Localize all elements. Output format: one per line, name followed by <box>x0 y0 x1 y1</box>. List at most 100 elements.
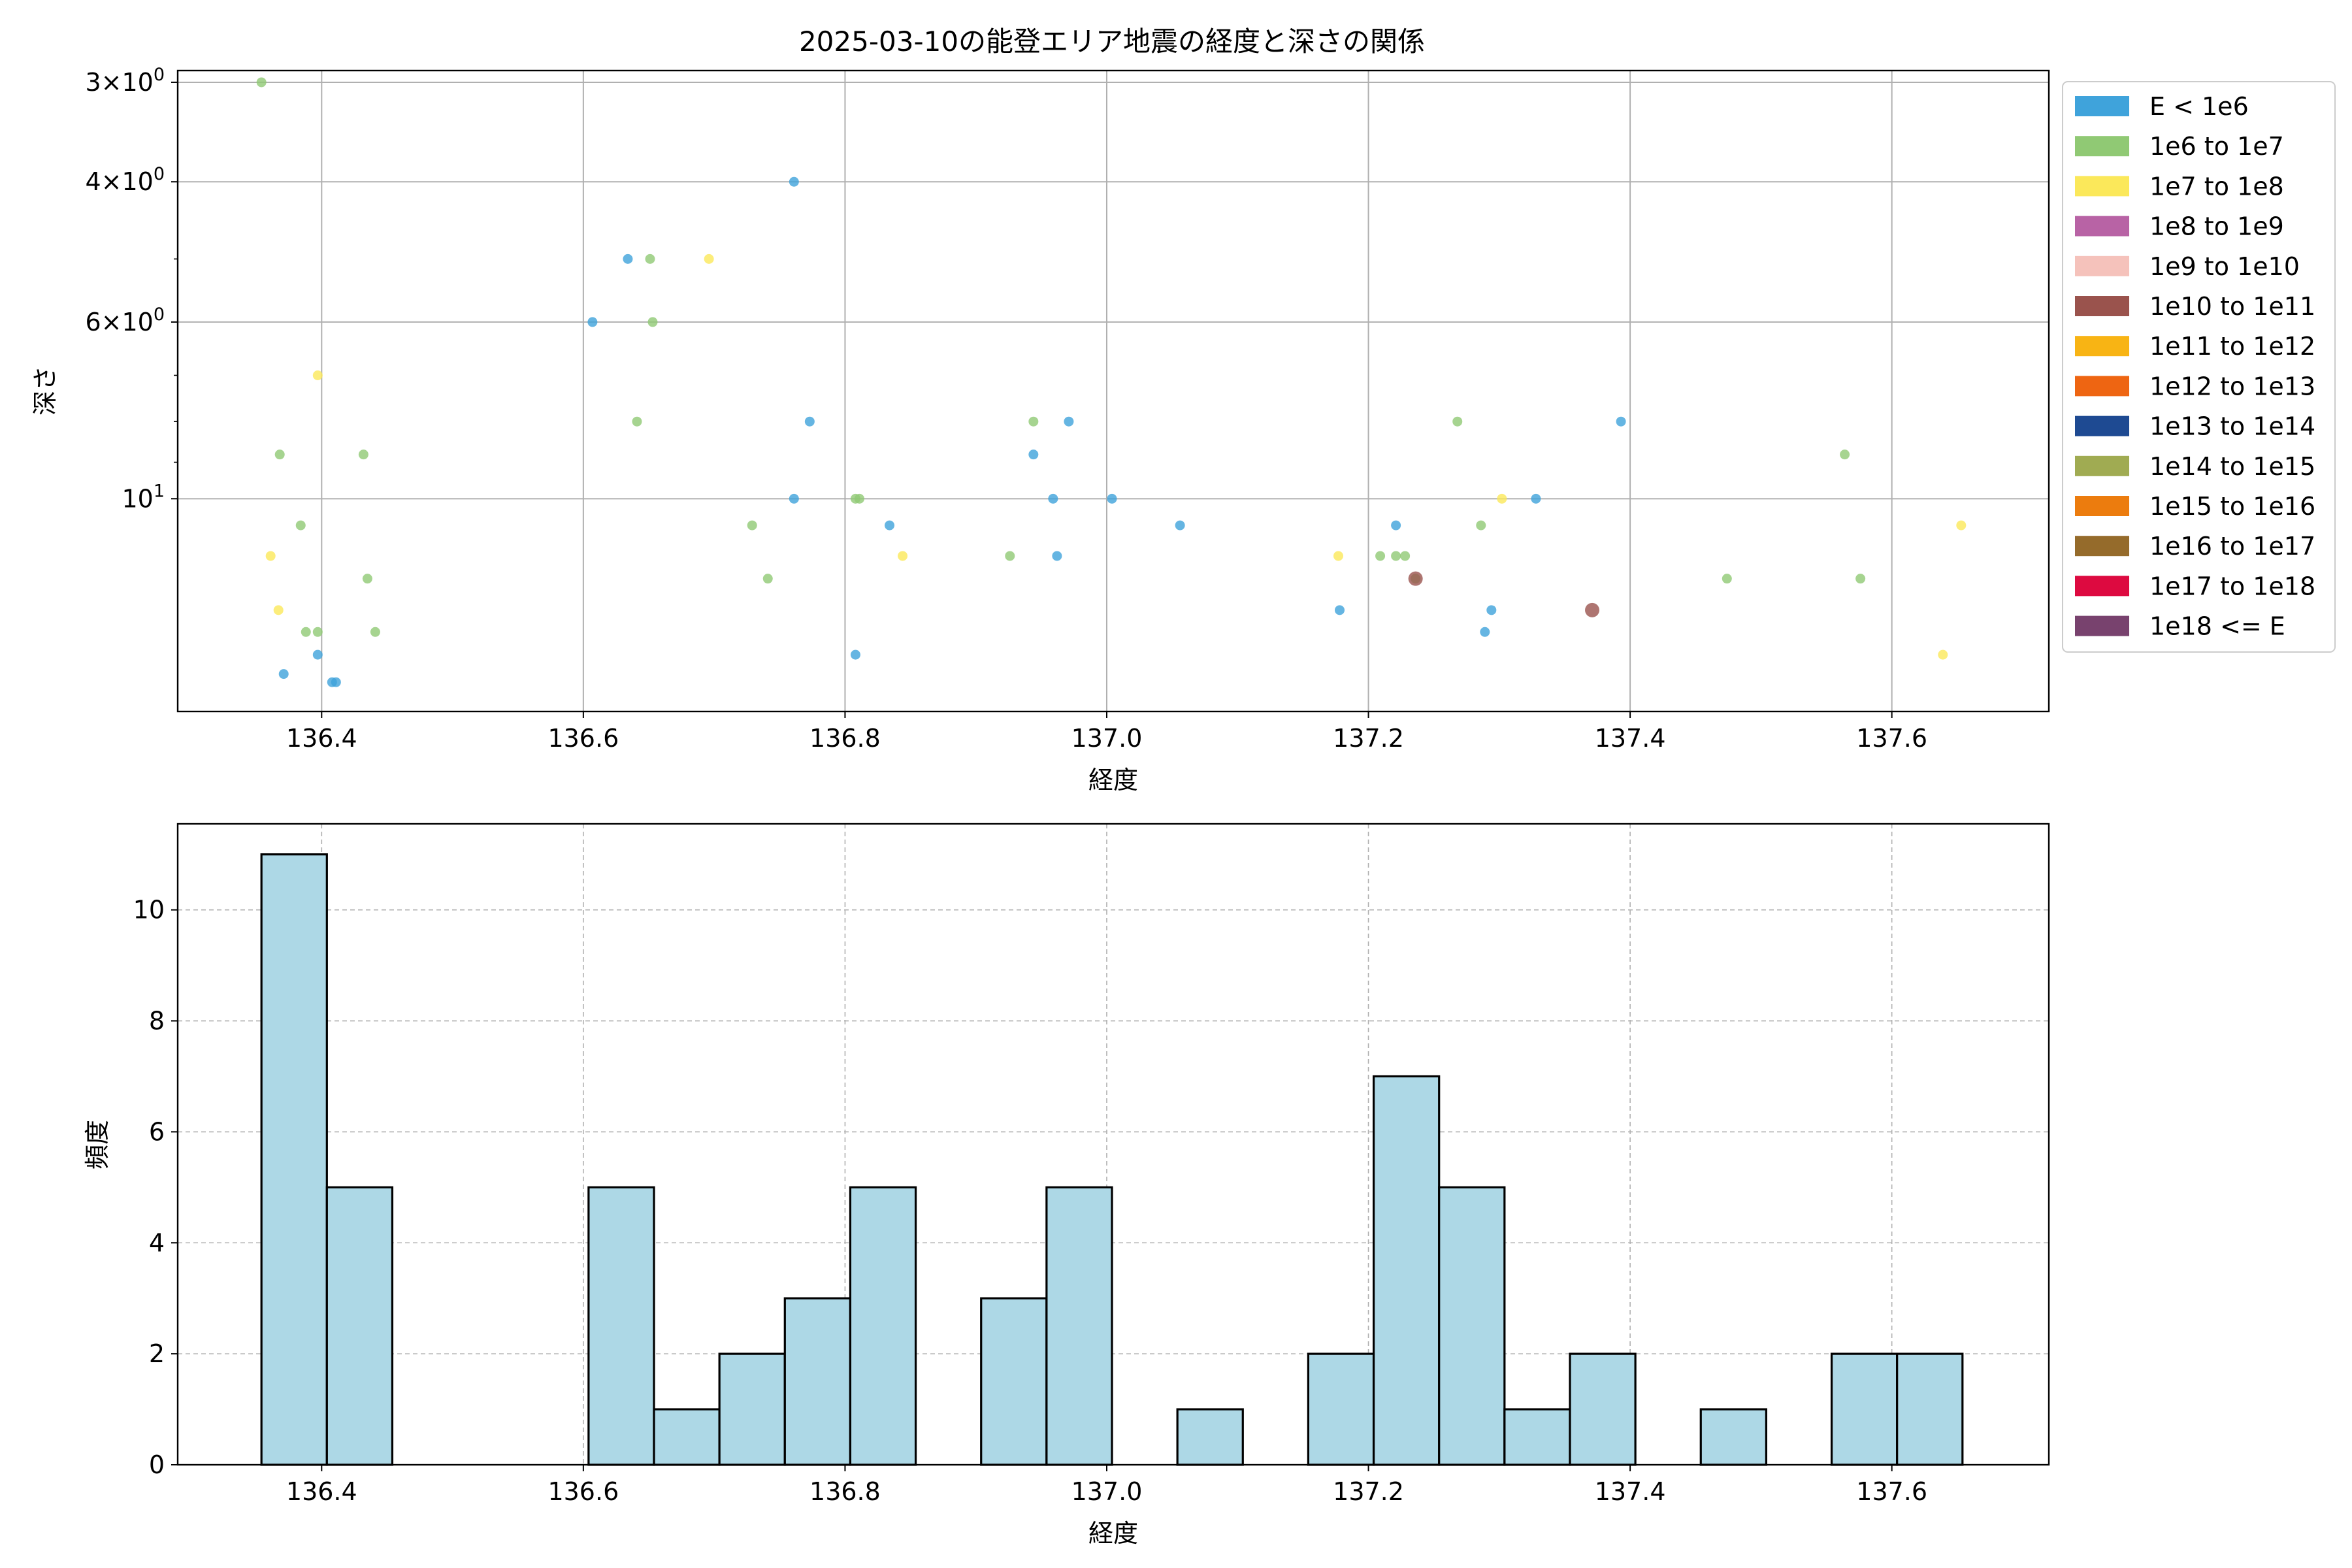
scatter-point <box>762 574 773 584</box>
histogram-bar <box>1045 1186 1113 1466</box>
scatter-point <box>645 253 655 264</box>
histogram-y-tick-label: 8 <box>149 1007 165 1036</box>
legend-entries: E < 1e6 1e6 to 1e7 1e7 to 1e8 1e8 to 1e9 1e9… <box>2075 92 2315 641</box>
scatter-y-axis: 3×100 4×100 6×100 101 <box>85 65 178 513</box>
scatter-point <box>1840 449 1850 460</box>
scatter-y-tick-label: 4×100 <box>85 164 165 196</box>
histogram-bar <box>718 1352 786 1466</box>
scatter-point <box>789 176 799 187</box>
legend-label: 1e11 to 1e12 <box>2149 332 2315 361</box>
histogram-y-tick-label: 2 <box>149 1339 165 1368</box>
scatter-point <box>1052 551 1062 561</box>
legend-swatch <box>2075 176 2129 197</box>
legend-label: 1e10 to 1e11 <box>2149 292 2315 321</box>
histogram-y-axis: 0 2 4 6 8 10 <box>133 896 178 1479</box>
histogram-panel: 136.4 136.6 136.8 137.0 137.2 137.4 137.6 0 2 4 6… <box>83 823 2050 1548</box>
scatter-point <box>1391 551 1401 561</box>
scatter-point <box>256 77 267 88</box>
scatter-point <box>1722 574 1732 584</box>
legend-label: 1e15 to 1e16 <box>2149 492 2315 521</box>
scatter-point <box>1375 551 1386 561</box>
scatter-points <box>256 77 1967 687</box>
scatter-point <box>358 449 368 460</box>
scatter-y-axis-label: 深さ <box>31 366 59 416</box>
histogram-y-axis-label: 頻度 <box>83 1120 112 1169</box>
histogram-x-tick-label: 137.6 <box>1856 1477 1927 1506</box>
histogram-frame <box>176 823 2050 1466</box>
scatter-x-axis: 136.4 136.6 136.8 137.0 137.2 137.4 137.6 <box>286 711 1927 753</box>
legend-swatch <box>2075 576 2129 596</box>
scatter-point <box>850 649 860 660</box>
legend-label: 1e18 <= E <box>2149 612 2285 641</box>
legend-swatch <box>2075 216 2129 237</box>
scatter-point <box>312 627 323 637</box>
legend-label: 1e16 to 1e17 <box>2149 532 2315 561</box>
scatter-point <box>1175 520 1185 531</box>
scatter-point <box>1476 520 1486 531</box>
legend-label: 1e14 to 1e15 <box>2149 452 2315 481</box>
histogram-bar <box>1307 1352 1375 1466</box>
histogram-y-tick-label: 6 <box>149 1117 165 1146</box>
legend-box <box>2062 81 2336 653</box>
scatter-point <box>632 416 642 427</box>
scatter-point <box>278 669 289 679</box>
legend-label: 1e8 to 1e9 <box>2149 212 2284 241</box>
histogram-bar <box>1372 1075 1441 1466</box>
legend-label: 1e13 to 1e14 <box>2149 412 2315 441</box>
scatter-x-tick-label: 136.6 <box>547 724 619 753</box>
scatter-point <box>1938 649 1948 660</box>
legend-label: 1e17 to 1e18 <box>2149 572 2315 600</box>
scatter-plot-area <box>178 71 2049 711</box>
histogram-bar <box>1176 1408 1244 1466</box>
histogram-y-tick-label: 10 <box>133 896 165 924</box>
scatter-point <box>898 551 908 561</box>
scatter-point <box>1048 493 1058 504</box>
scatter-point <box>1028 416 1039 427</box>
histogram-bar <box>1830 1352 1899 1466</box>
histogram-bar <box>653 1408 721 1466</box>
scatter-point <box>265 551 276 561</box>
histogram-x-tick-label: 136.6 <box>547 1477 619 1506</box>
histogram-bar <box>783 1297 852 1466</box>
scatter-point <box>1531 493 1541 504</box>
scatter-point <box>1497 493 1507 504</box>
scatter-point <box>1480 627 1490 637</box>
scatter-point <box>273 605 284 615</box>
histogram-x-axis: 136.4 136.6 136.8 137.0 137.2 137.4 137.6 <box>286 1465 1927 1506</box>
scatter-point <box>1486 605 1497 615</box>
scatter-point <box>312 370 323 381</box>
legend: E < 1e6 1e6 to 1e7 1e7 to 1e8 1e8 to 1e9 1e9… <box>2062 81 2336 653</box>
legend-label: E < 1e6 <box>2149 92 2249 121</box>
legend-label: 1e9 to 1e10 <box>2149 252 2300 281</box>
chart-title: 2025-03-10の能登エリア地震の経度と深さの関係 <box>799 25 1425 57</box>
histogram-plot-area <box>178 824 2049 1465</box>
legend-swatch <box>2075 455 2129 476</box>
scatter-point <box>1616 416 1626 427</box>
legend-swatch <box>2075 255 2129 276</box>
scatter-x-tick-label: 137.4 <box>1595 724 1666 753</box>
scatter-point <box>1334 605 1345 615</box>
scatter-point <box>312 649 323 660</box>
histogram-x-tick-label: 137.2 <box>1333 1477 1404 1506</box>
histogram-bar <box>325 1186 394 1466</box>
scatter-point <box>274 449 285 460</box>
scatter-point <box>587 317 598 327</box>
scatter-point <box>804 416 815 427</box>
histogram-bar <box>1896 1352 1964 1466</box>
scatter-point <box>1391 520 1401 531</box>
scatter-point <box>370 627 380 637</box>
scatter-point <box>1855 574 1866 584</box>
scatter-point <box>1333 551 1343 561</box>
scatter-point <box>1400 551 1411 561</box>
scatter-x-axis-label: 経度 <box>1088 766 1138 794</box>
scatter-point <box>301 627 311 637</box>
scatter-x-tick-label: 137.2 <box>1333 724 1404 753</box>
scatter-point <box>331 677 341 687</box>
scatter-point <box>1408 571 1423 586</box>
scatter-point <box>854 493 864 504</box>
histogram-x-tick-label: 137.4 <box>1595 1477 1666 1506</box>
scatter-point <box>704 253 714 264</box>
legend-label: 1e12 to 1e13 <box>2149 372 2315 400</box>
scatter-point <box>1956 520 1967 531</box>
